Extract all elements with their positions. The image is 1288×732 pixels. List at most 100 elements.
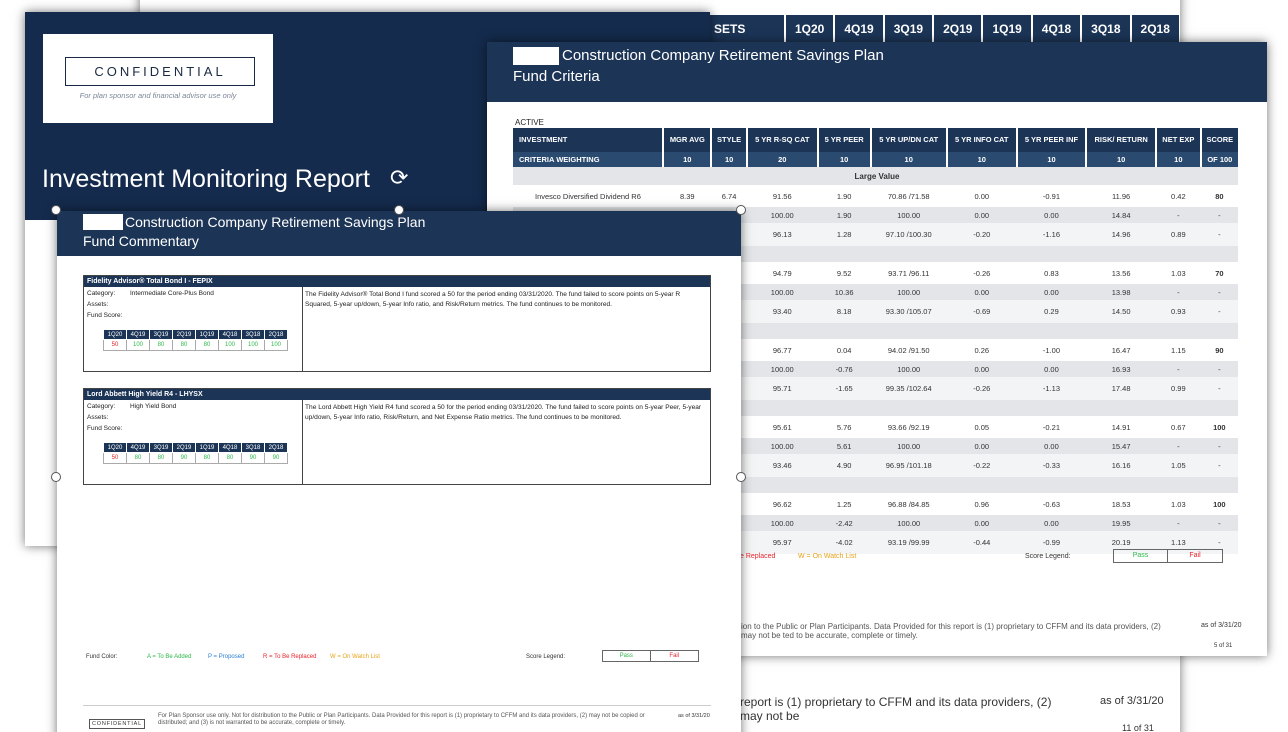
column-header: NET EXP (1154, 128, 1201, 152)
metric-cell: 96.62 (746, 493, 818, 515)
legend-pass: Pass (603, 651, 651, 661)
metric-cell: 100.00 (746, 361, 818, 377)
weighting-cell: 20 (745, 152, 818, 167)
metric-cell: 1.03 (1155, 493, 1201, 515)
quarter-score: 80 (126, 452, 150, 464)
assets-label: Assets: (87, 301, 109, 308)
metric-cell: -2.42 (817, 515, 871, 531)
criteria-footer-text: ion to the Public or Plan Participants. … (741, 622, 1161, 641)
column-header: RISK/ RETURN (1085, 128, 1156, 152)
metric-cell: 96.88 /84.85 (870, 493, 947, 515)
rotate-icon[interactable]: ⟳ (390, 165, 409, 190)
metric-cell: -0.33 (1016, 454, 1087, 477)
metric-cell: 8.39 (663, 185, 712, 207)
back-footer-text: report is (1) proprietary to CFFM and it… (740, 695, 1052, 723)
metric-cell: 0.42 (1155, 185, 1201, 207)
metric-cell: 94.02 /91.50 (870, 339, 947, 361)
metric-cell: 14.96 (1086, 223, 1156, 246)
metric-cell: 16.93 (1086, 361, 1156, 377)
metric-cell: 100.00 (746, 438, 818, 454)
column-header: 5 YR PEER (816, 128, 871, 152)
metric-cell: 0.00 (946, 515, 1017, 531)
metric-cell: -0.91 (1016, 185, 1087, 207)
quarter-header: 2Q18 (264, 442, 288, 453)
quarter-header: 4Q18 (218, 442, 242, 453)
metric-cell: -1.00 (1016, 339, 1087, 361)
metric-cell: - (1200, 300, 1238, 323)
metric-cell: 0.04 (817, 339, 871, 361)
metric-cell: - (1200, 207, 1238, 223)
metric-cell: 100 (1200, 416, 1238, 438)
resize-handle-top-center[interactable] (394, 205, 404, 215)
metric-cell: 0.29 (1016, 300, 1087, 323)
metric-cell: 0.67 (1155, 416, 1201, 438)
quarter-score: 50 (103, 339, 127, 351)
assets-label: Assets: (87, 414, 109, 421)
cover-title: Investment Monitoring Report (42, 165, 370, 193)
fund-card: Fidelity Advisor® Total Bond I - FEPIX C… (83, 275, 711, 372)
fund-row[interactable]: Invesco Diversified Dividend R6 8.39 6.74 9… (513, 185, 1238, 207)
metric-cell: 0.96 (946, 493, 1017, 515)
quarter-score: 90 (264, 452, 288, 464)
metric-cell: 1.25 (817, 493, 871, 515)
column-header: MGR AVG (662, 128, 712, 152)
active-section-label: ACTIVE (515, 118, 544, 127)
legend-pass: Pass (1114, 550, 1169, 562)
metric-cell: 0.00 (1016, 515, 1087, 531)
quarter-header-cell: 1Q20 (784, 15, 833, 43)
metric-cell: 0.05 (946, 416, 1017, 438)
back-page-number: 11 of 31 (1122, 723, 1154, 732)
metric-cell: - (1200, 361, 1238, 377)
metric-cell: 100.00 (870, 515, 947, 531)
metric-cell: -1.65 (817, 377, 871, 400)
metric-cell: 93.71 /96.11 (870, 262, 947, 284)
metric-cell: 14.84 (1086, 207, 1156, 223)
metric-cell: - (1155, 207, 1201, 223)
report-page-fund-commentary[interactable]: Construction Company Retirement Savings … (57, 211, 741, 732)
column-header: SCORE (1199, 128, 1238, 152)
metric-cell: 93.46 (746, 454, 818, 477)
category-value: Intermediate Core-Plus Bond (130, 290, 214, 297)
score-legend-box: Pass Fail (1113, 549, 1223, 563)
fund-score-label: Fund Score: (87, 312, 123, 319)
weighting-cell: CRITERIA WEIGHTING (513, 152, 664, 167)
metric-cell: 100.00 (870, 361, 947, 377)
metric-cell: 100.00 (870, 284, 947, 300)
metric-cell: 93.19 /99.99 (870, 531, 947, 554)
confidential-logo: CONFIDENTIAL For plan sponsor and financ… (43, 34, 273, 123)
quarter-header: 2Q19 (172, 329, 196, 340)
weighting-cell: 10 (816, 152, 871, 167)
criteria-header: Construction Company Retirement Savings … (487, 42, 1267, 102)
metric-cell: 9.52 (817, 262, 871, 284)
column-header: STYLE (710, 128, 747, 152)
metric-cell: 100.00 (746, 284, 818, 300)
quarter-header: 3Q19 (149, 442, 173, 453)
metric-cell: 0.00 (946, 207, 1017, 223)
quarter-header: 1Q20 (103, 329, 127, 340)
metric-cell: 0.00 (946, 284, 1017, 300)
metric-cell: - (1200, 515, 1238, 531)
quarter-header: 1Q20 (103, 442, 127, 453)
resize-handle-top-left[interactable] (51, 205, 61, 215)
score-legend-label: Score Legend: (526, 654, 566, 660)
quarter-score: 50 (103, 452, 127, 464)
metric-cell: 1.28 (817, 223, 871, 246)
metric-cell: 13.56 (1086, 262, 1156, 284)
legend-proposed: P = Proposed (208, 654, 245, 660)
legend-watch-list: W = On Watch List (798, 553, 857, 560)
metric-cell: 100.00 (870, 438, 947, 454)
quarter-score-row: 50 80 80 90 80 80 90 90 (103, 452, 288, 464)
resize-handle-middle-left[interactable] (51, 472, 61, 482)
quarter-score: 80 (195, 452, 219, 464)
metric-cell: -0.63 (1016, 493, 1087, 515)
quarter-score: 100 (241, 339, 265, 351)
metric-cell: 95.97 (746, 531, 818, 554)
quarter-header: 3Q19 (149, 329, 173, 340)
resize-handle-top-right[interactable] (736, 205, 746, 215)
metric-cell: 15.47 (1086, 438, 1156, 454)
resize-handle-middle-right[interactable] (736, 472, 746, 482)
legend-replaced: e Replaced (740, 553, 776, 560)
metric-cell: -0.22 (946, 454, 1017, 477)
metric-cell: 70 (1200, 262, 1238, 284)
metric-cell: - (1155, 438, 1201, 454)
